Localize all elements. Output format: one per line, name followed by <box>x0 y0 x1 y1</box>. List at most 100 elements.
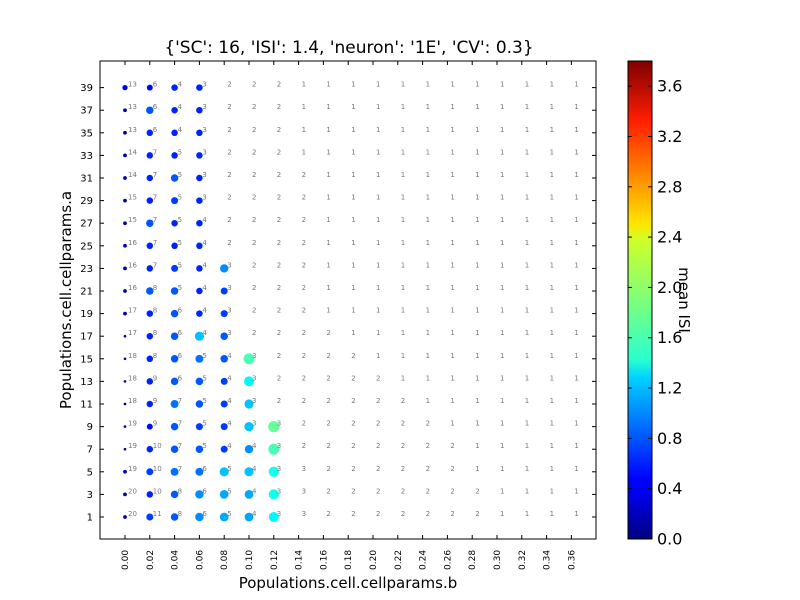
sc-label: 5 <box>178 239 182 247</box>
sc-label: 1 <box>500 374 504 382</box>
sc-label: 5 <box>202 352 206 360</box>
sc-label: 1 <box>401 284 405 292</box>
sc-label: 1 <box>550 171 554 179</box>
sc-label: 1 <box>376 171 380 179</box>
sc-label: 3 <box>202 126 206 134</box>
sc-label: 20 <box>128 510 137 518</box>
sc-label: 1 <box>401 194 405 202</box>
sc-label: 1 <box>401 126 405 134</box>
x-tick-label: 0.10 <box>245 550 255 570</box>
sc-label: 1 <box>525 261 529 269</box>
sc-label: 1 <box>550 487 554 495</box>
sc-label: 1 <box>401 103 405 111</box>
y-tick-label: 23 <box>80 264 93 275</box>
data-point <box>195 423 203 431</box>
data-point <box>146 129 154 137</box>
sc-label: 1 <box>426 261 430 269</box>
sc-label: 1 <box>302 126 306 134</box>
sc-label: 2 <box>450 465 454 473</box>
sc-label: 1 <box>475 261 479 269</box>
sc-label: 3 <box>302 465 306 473</box>
data-point <box>196 106 203 114</box>
y-tick-label: 11 <box>80 400 93 411</box>
colorbar <box>627 60 653 540</box>
sc-label: 7 <box>178 397 182 405</box>
sc-label: 3 <box>227 307 231 315</box>
x-axis-label: Populations.cell.cellparams.b <box>239 574 458 592</box>
data-point <box>146 242 154 250</box>
sc-label: 1 <box>500 81 504 89</box>
sc-label: 2 <box>326 374 330 382</box>
sc-label: 2 <box>351 442 355 450</box>
sc-label: 2 <box>252 81 256 89</box>
sc-label: 4 <box>227 374 232 382</box>
sc-label: 4 <box>227 420 232 428</box>
sc-label: 1 <box>475 420 479 428</box>
data-point <box>170 309 179 318</box>
sc-label: 1 <box>550 194 554 202</box>
sc-label: 2 <box>401 465 405 473</box>
sc-label: 8 <box>153 329 157 337</box>
data-point <box>219 467 229 477</box>
colorbar-ticks: 0.0 0.4 0.8 1.2 1.6 2.0 2.4 2.8 3.2 3.6 <box>628 77 682 549</box>
sc-label: 1 <box>525 103 529 111</box>
x-tick-label: 0.24 <box>419 550 429 570</box>
colorbar-tick-label: 0.8 <box>657 429 682 448</box>
sc-label: 1 <box>550 442 554 450</box>
sc-label: 8 <box>153 352 157 360</box>
data-point <box>123 243 127 248</box>
x-tick-label: 0.32 <box>518 550 528 570</box>
sc-label: 1 <box>500 261 504 269</box>
sc-label: 4 <box>252 442 257 450</box>
sc-label: 1 <box>426 374 430 382</box>
sc-label: 19 <box>128 420 137 428</box>
sc-label: 2 <box>351 397 355 405</box>
sc-label: 1 <box>475 352 479 360</box>
data-point <box>146 332 154 340</box>
sc-label: 2 <box>227 81 231 89</box>
sc-label: 2 <box>426 465 430 473</box>
sc-label: 2 <box>277 194 281 202</box>
sc-label: 1 <box>401 329 405 337</box>
colorbar-tick-label: 2.4 <box>657 228 682 247</box>
data-point <box>196 152 203 159</box>
y-tick-label: 7 <box>87 445 93 456</box>
data-point <box>194 331 204 341</box>
data-point <box>146 378 154 385</box>
sc-label: 1 <box>500 307 504 315</box>
sc-label: 5 <box>202 397 206 405</box>
data-point <box>171 106 178 114</box>
sc-label: 1 <box>450 352 454 360</box>
sc-label: 1 <box>351 216 355 224</box>
sc-label: 1 <box>525 148 529 156</box>
sc-label: 1 <box>550 465 554 473</box>
x-tick-label: 0.14 <box>295 550 305 570</box>
sc-label: 1 <box>500 284 504 292</box>
sc-label: 1 <box>450 194 454 202</box>
sc-label: 14 <box>128 148 137 156</box>
data-point <box>146 287 154 295</box>
sc-label: 4 <box>227 352 232 360</box>
sc-label: 1 <box>376 307 380 315</box>
sc-label: 3 <box>202 103 206 111</box>
sc-label: 1 <box>326 194 330 202</box>
sc-label: 11 <box>153 510 162 518</box>
data-point <box>170 355 179 363</box>
data-point <box>146 219 154 227</box>
sc-label: 2 <box>426 487 430 495</box>
y-tick-label: 21 <box>80 287 93 298</box>
data-point <box>146 310 154 317</box>
data-point <box>196 265 203 272</box>
sc-label: 5 <box>178 148 182 156</box>
sc-label: 3 <box>202 81 206 89</box>
sc-label: 1 <box>574 216 578 224</box>
sc-label: 1 <box>550 103 554 111</box>
sc-label: 2 <box>326 510 330 518</box>
sc-label: 5 <box>178 194 182 202</box>
data-point <box>170 467 179 476</box>
sc-label: 2 <box>252 239 256 247</box>
sc-label: 19 <box>128 465 137 473</box>
sc-label: 18 <box>128 397 137 405</box>
sc-label: 7 <box>153 148 157 156</box>
x-tick-label: 0.34 <box>543 550 553 570</box>
